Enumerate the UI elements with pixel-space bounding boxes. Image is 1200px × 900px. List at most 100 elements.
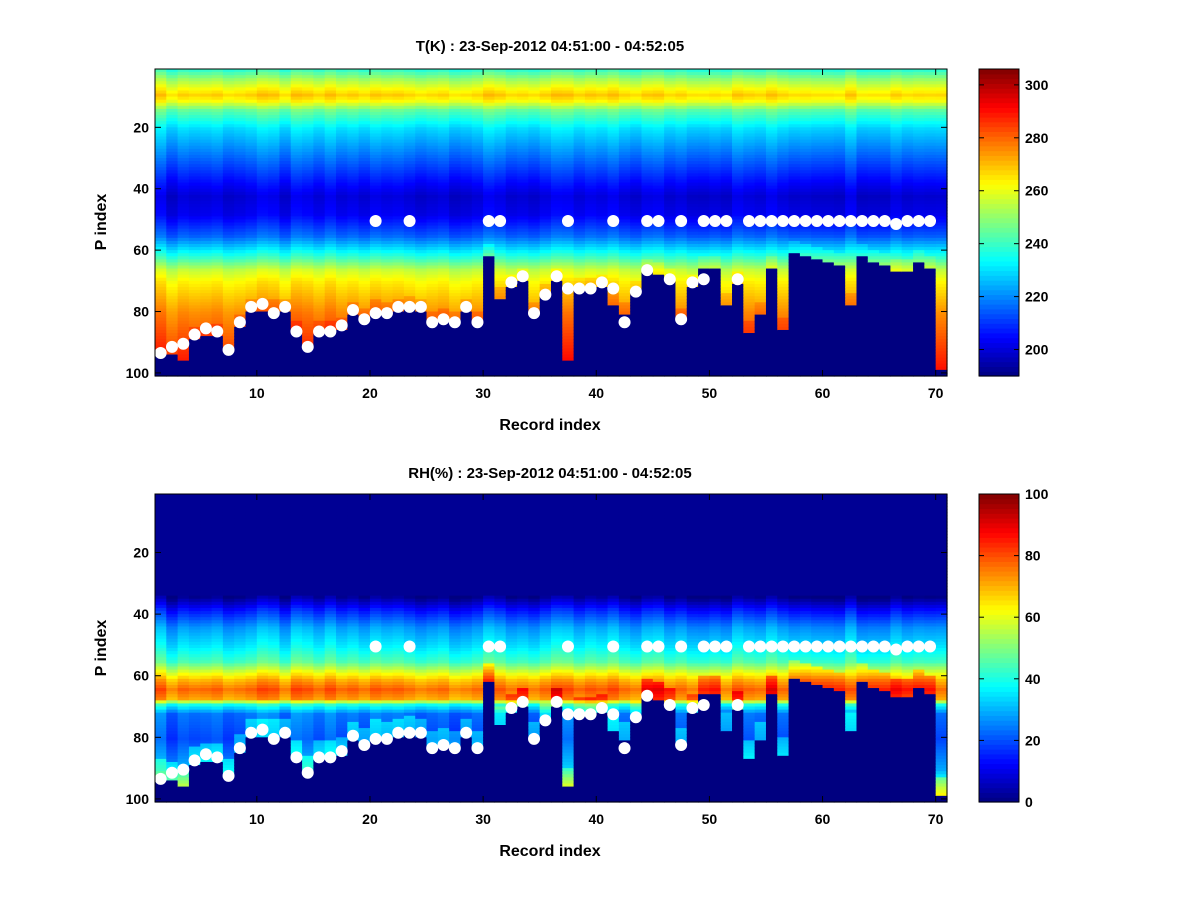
heatmap-cell (166, 296, 179, 300)
heatmap-cell (494, 179, 507, 184)
heatmap-cell (381, 130, 394, 135)
heatmap-cell (358, 111, 371, 116)
heatmap-cell (256, 158, 269, 162)
heatmap-cell (641, 151, 654, 156)
heatmap-cell (426, 99, 439, 104)
heatmap-cell (449, 372, 462, 377)
heatmap-cell (245, 93, 258, 98)
heatmap-cell (562, 351, 575, 356)
heatmap-cell (381, 75, 394, 79)
heatmap-cell (177, 351, 190, 356)
heatmap-cell (415, 90, 428, 95)
heatmap-cell (222, 145, 235, 150)
heatmap-cell (313, 234, 326, 239)
heatmap-cell (358, 108, 371, 113)
heatmap-cell (166, 305, 179, 310)
heatmap-cell (494, 262, 507, 267)
heatmap-cell (415, 348, 428, 353)
heatmap-cell (268, 93, 281, 98)
heatmap-cell (698, 133, 710, 138)
heatmap-cell (155, 96, 167, 101)
heatmap-cell (279, 259, 292, 264)
heatmap-cell (437, 262, 450, 267)
heatmap-cell (426, 253, 439, 257)
heatmap-cell (177, 372, 190, 377)
heatmap-cell (290, 348, 303, 353)
heatmap-cell (686, 69, 699, 73)
heatmap-cell (505, 357, 518, 362)
heatmap-cell (471, 280, 484, 285)
heatmap-cell (290, 302, 303, 306)
heatmap-cell (698, 191, 710, 196)
heatmap-cell (494, 102, 507, 107)
heatmap-cell (336, 222, 348, 227)
heatmap-cell (483, 308, 496, 313)
heatmap-cell (652, 237, 665, 242)
heatmap-cell (551, 93, 563, 98)
heatmap-cell (155, 222, 167, 227)
heatmap-cell (618, 194, 631, 199)
heatmap-cell (596, 216, 609, 221)
heatmap-cell (437, 351, 450, 356)
heatmap-cell (166, 333, 179, 337)
heatmap-cell (539, 247, 552, 251)
heatmap-cell (245, 231, 258, 236)
heatmap-cell (166, 164, 179, 168)
heatmap-cell (177, 148, 190, 153)
heatmap-cell (460, 237, 473, 242)
heatmap-cell (336, 311, 348, 316)
heatmap-cell (471, 305, 484, 310)
heatmap-cell (166, 237, 179, 242)
heatmap-cell (369, 320, 382, 325)
heatmap-cell (449, 99, 462, 104)
heatmap-cell (528, 336, 541, 340)
heatmap-cell (336, 265, 348, 270)
heatmap-cell (494, 182, 507, 187)
heatmap-cell (403, 182, 416, 187)
heatmap-cell (449, 222, 462, 227)
heatmap-cell (313, 317, 326, 322)
heatmap-cell (505, 326, 518, 331)
heatmap-cell (584, 78, 597, 82)
heatmap-cell (584, 339, 597, 343)
heatmap-cell (324, 136, 337, 141)
heatmap-cell (234, 363, 247, 368)
heatmap-cell (437, 293, 450, 297)
heatmap-cell (607, 145, 620, 150)
heatmap-cell (211, 351, 224, 356)
heatmap-cell (562, 320, 575, 325)
heatmap-cell (652, 210, 665, 214)
heatmap-cell (709, 158, 722, 162)
heatmap-cell (302, 139, 314, 144)
heatmap-cell (709, 99, 722, 104)
heatmap-cell (256, 256, 269, 260)
heatmap-cell (630, 161, 643, 165)
heatmap-cell (664, 130, 677, 135)
heatmap-cell (607, 173, 620, 178)
heatmap-cell (324, 93, 337, 98)
heatmap-cell (279, 158, 292, 162)
heatmap-cell (200, 243, 213, 248)
heatmap-cell (403, 345, 416, 349)
heatmap-cell (256, 317, 269, 322)
heatmap-cell (539, 136, 552, 141)
heatmap-cell (369, 360, 382, 365)
heatmap-cell (437, 69, 450, 73)
heatmap-cell (403, 351, 416, 356)
heatmap-cell (437, 299, 450, 303)
heatmap-cell (528, 170, 541, 174)
heatmap-cell (449, 357, 462, 362)
heatmap-cell (686, 72, 699, 76)
heatmap-cell (449, 247, 462, 251)
heatmap-cell (234, 182, 247, 187)
heatmap-cell (618, 176, 631, 181)
heatmap-cell (358, 333, 371, 337)
heatmap-cell (584, 158, 597, 162)
heatmap-cell (471, 154, 484, 159)
heatmap-cell (302, 259, 314, 264)
heatmap-cell (664, 320, 677, 325)
heatmap-cell (539, 164, 552, 168)
heatmap-cell (483, 336, 496, 340)
heatmap-cell (279, 250, 292, 254)
heatmap-cell (618, 111, 631, 116)
